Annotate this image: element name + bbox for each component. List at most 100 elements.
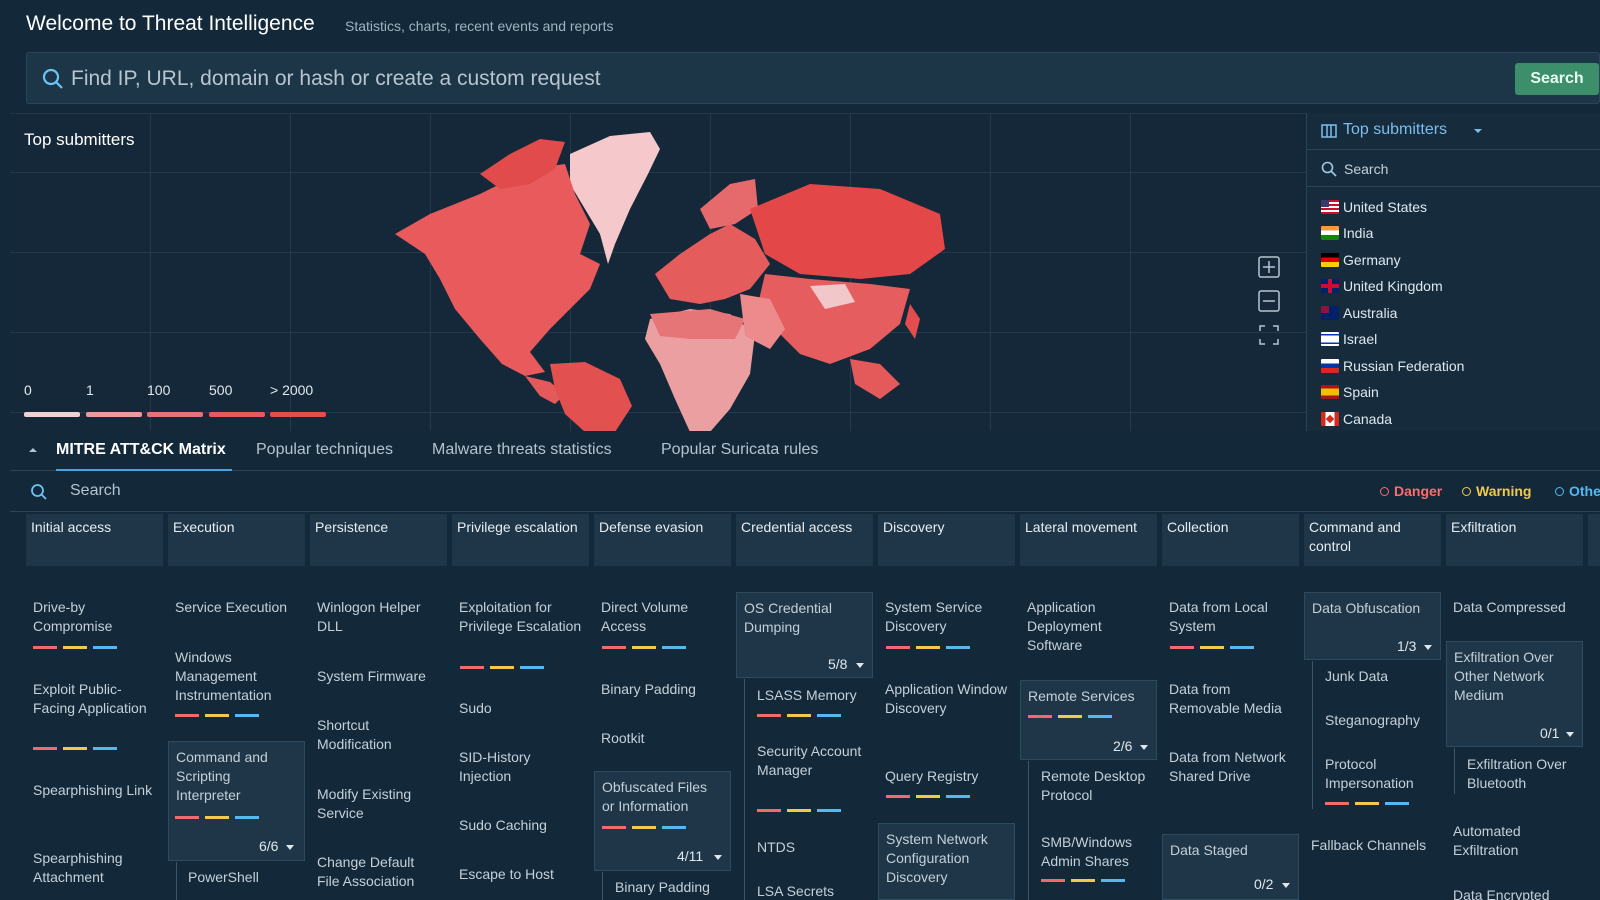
technique[interactable]: Direct Volume Access xyxy=(601,599,689,634)
country-item[interactable]: Germany xyxy=(1321,250,1591,272)
technique[interactable]: Winlogon Helper DLL xyxy=(317,599,421,634)
technique[interactable]: System Firmware xyxy=(317,668,426,684)
matrix-search-bar[interactable]: Search Danger Warning Othe xyxy=(10,472,1600,512)
chevron-down-icon[interactable] xyxy=(286,845,294,850)
country-item[interactable]: United States xyxy=(1321,197,1591,219)
subtechnique[interactable]: Exfiltration Over Bluetooth xyxy=(1467,756,1567,791)
technique[interactable]: Data from Local System xyxy=(1169,599,1268,634)
search-button[interactable]: Search xyxy=(1515,63,1599,95)
subtechnique[interactable]: Binary Padding xyxy=(615,879,710,895)
subtechnique[interactable]: PowerShell xyxy=(188,869,259,885)
country-item[interactable]: Russian Federation xyxy=(1321,356,1591,378)
technique[interactable]: Application Deployment Software xyxy=(1027,599,1102,653)
us-flag-icon xyxy=(1321,200,1339,214)
technique-count[interactable]: 1/3 xyxy=(1397,638,1417,654)
country-item[interactable]: Spain xyxy=(1321,382,1591,404)
country-search[interactable]: Search xyxy=(1307,149,1600,187)
subtechnique[interactable]: Remote Desktop Protocol xyxy=(1041,768,1146,803)
technique[interactable]: Spearphishing Attachment xyxy=(33,850,123,885)
tab-suricata-rules[interactable]: Popular Suricata rules xyxy=(661,441,819,458)
technique-group[interactable]: Obfuscated Files or Information xyxy=(594,771,731,871)
technique-group[interactable]: Command and Scripting Interpreter xyxy=(168,741,305,861)
chevron-down-icon[interactable] xyxy=(1566,732,1574,737)
matrix-search-input[interactable]: Search xyxy=(70,482,121,499)
subtechnique[interactable]: Security Account Manager xyxy=(757,743,862,778)
chevron-down-icon[interactable] xyxy=(714,855,722,860)
technique[interactable]: Drive-by Compromise xyxy=(33,599,113,634)
technique[interactable]: Sudo xyxy=(459,700,492,716)
technique[interactable]: SID-History Injection xyxy=(459,749,531,784)
technique[interactable]: Exploitation for Privilege Escalation xyxy=(459,599,582,634)
africa-region xyxy=(645,309,755,431)
technique-count[interactable]: 0/2 xyxy=(1254,876,1274,892)
country-item[interactable]: United Kingdom xyxy=(1321,276,1591,298)
subtechnique[interactable]: Junk Data xyxy=(1325,668,1389,684)
top-submitters-dropdown-label: Top submitters xyxy=(1343,121,1448,138)
technique[interactable]: Exploit Public-Facing Application xyxy=(33,681,147,716)
technique-count[interactable]: 2/6 xyxy=(1113,738,1133,754)
technique[interactable]: Application Window Discovery xyxy=(885,681,1008,716)
chevron-down-icon[interactable] xyxy=(856,663,864,668)
technique[interactable]: System Service Discovery xyxy=(885,599,983,634)
world-map[interactable]: Top submitters 0 1 100 500 > 2000 xyxy=(10,113,1306,431)
technique-group[interactable]: Exfiltration Over Other Network Medium xyxy=(1446,641,1583,747)
tab-popular-techniques[interactable]: Popular techniques xyxy=(256,441,393,458)
filter-other[interactable]: Othe xyxy=(1555,483,1600,499)
subtechnique[interactable]: LSASS Memory xyxy=(757,687,857,703)
technique[interactable]: Data from Removable Media xyxy=(1169,681,1282,716)
tab-malware-threats[interactable]: Malware threats statistics xyxy=(432,441,612,458)
technique[interactable]: Modify Existing Service xyxy=(317,786,412,821)
subtechnique[interactable]: LSA Secrets xyxy=(757,883,835,899)
subtechnique[interactable]: Protocol Impersonation xyxy=(1325,756,1414,791)
country-item[interactable]: India xyxy=(1321,223,1591,245)
technique[interactable]: Windows Management Instrumentation xyxy=(175,649,272,703)
technique[interactable]: Data from Network Shared Drive xyxy=(1169,749,1286,784)
fullscreen-icon[interactable] xyxy=(1258,324,1280,346)
technique[interactable]: Rootkit xyxy=(601,730,645,746)
technique[interactable]: Shortcut Modification xyxy=(317,717,392,752)
technique[interactable]: Query Registry xyxy=(885,768,979,784)
technique[interactable]: Sudo Caching xyxy=(459,817,547,833)
main-search-input[interactable]: Find IP, URL, domain or hash or create a… xyxy=(71,67,601,90)
chevron-down-icon[interactable] xyxy=(1282,883,1290,888)
technique[interactable]: Fallback Channels xyxy=(1311,837,1427,853)
technique-group[interactable]: Data Staged xyxy=(1162,834,1299,900)
column-header: Exfiltration xyxy=(1446,514,1583,566)
chevron-up-icon[interactable] xyxy=(28,446,38,453)
subtechnique[interactable]: NTDS xyxy=(757,839,796,855)
filter-danger[interactable]: Danger xyxy=(1380,483,1442,499)
zoom-in-icon[interactable] xyxy=(1258,256,1280,278)
subtechnique[interactable]: Steganography xyxy=(1325,712,1420,728)
zoom-out-icon[interactable] xyxy=(1258,290,1280,312)
technique-count[interactable]: 0/1 xyxy=(1540,725,1560,741)
legend-label: > 2000 xyxy=(270,382,314,398)
technique[interactable]: Data Encrypted xyxy=(1453,887,1550,900)
technique-group[interactable]: Data Obfuscation xyxy=(1304,592,1441,660)
technique[interactable]: Escape to Host xyxy=(459,866,554,882)
country-item[interactable]: Australia xyxy=(1321,303,1591,325)
technique[interactable]: Spearphishing Link xyxy=(33,782,153,798)
technique-group[interactable]: Remote Services xyxy=(1020,680,1157,760)
technique[interactable]: Data Compressed xyxy=(1453,599,1566,615)
technique-count[interactable]: 6/6 xyxy=(259,838,279,854)
technique-count[interactable]: 4/11 xyxy=(677,848,704,864)
chevron-down-icon[interactable] xyxy=(1424,645,1432,650)
filter-warning[interactable]: Warning xyxy=(1462,483,1531,499)
country-name: Israel xyxy=(1343,331,1378,347)
severity-indicator xyxy=(602,646,692,649)
technique-group[interactable]: OS Credential Dumping xyxy=(736,592,873,678)
technique[interactable]: Binary Padding xyxy=(601,681,696,697)
main-search-bar[interactable]: Find IP, URL, domain or hash or create a… xyxy=(26,52,1600,104)
world-map-shapes[interactable] xyxy=(10,114,1306,431)
subtechnique[interactable]: SMB/Windows Admin Shares xyxy=(1041,834,1133,869)
technique-group[interactable]: System Network Configuration Discovery xyxy=(878,823,1015,900)
technique[interactable]: Service Execution xyxy=(175,599,288,615)
country-item[interactable]: Israel xyxy=(1321,329,1591,351)
country-search-input[interactable]: Search xyxy=(1344,161,1389,177)
chevron-down-icon[interactable] xyxy=(1140,745,1148,750)
technique-count[interactable]: 5/8 xyxy=(828,656,848,672)
technique[interactable]: Change Default File Association xyxy=(317,854,415,889)
country-item[interactable]: Canada xyxy=(1321,409,1591,431)
tab-mitre-matrix[interactable]: MITRE ATT&CK Matrix xyxy=(56,441,226,458)
technique[interactable]: Automated Exfiltration xyxy=(1453,823,1521,858)
